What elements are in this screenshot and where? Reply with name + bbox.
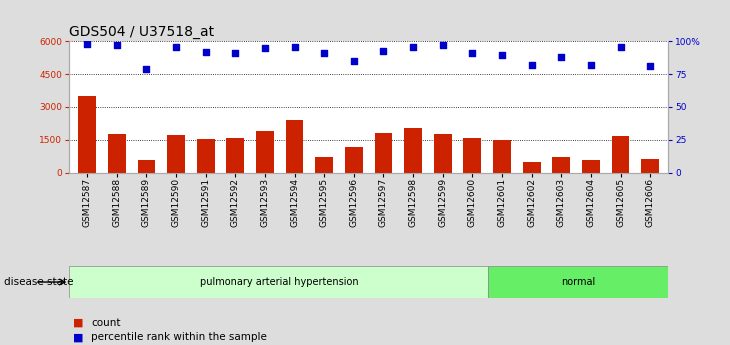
Point (318, 50, 330, 56)
Point (200, 49, 212, 55)
Point (377, 48, 389, 53)
Bar (226, 138, 245, 172)
Point (466, 50, 478, 56)
Point (615, 44, 626, 49)
Bar (493, 140, 511, 172)
Bar (404, 128, 422, 172)
Point (289, 44, 301, 49)
Bar (488, 266, 668, 298)
Point (526, 62, 537, 68)
Bar (641, 159, 659, 172)
Point (556, 55, 567, 60)
Bar (285, 120, 304, 172)
Bar (345, 147, 363, 172)
Text: normal: normal (561, 277, 595, 287)
Bar (137, 160, 155, 172)
Bar (553, 157, 570, 172)
Text: GDS504 / U37518_at: GDS504 / U37518_at (69, 25, 215, 39)
Bar (582, 160, 600, 172)
Bar (315, 157, 333, 172)
Text: disease state: disease state (4, 277, 73, 287)
Bar (374, 133, 392, 172)
Point (437, 42, 448, 48)
Text: ■: ■ (73, 318, 83, 327)
Point (141, 66, 153, 72)
Bar (108, 134, 126, 172)
Text: ■: ■ (73, 333, 83, 342)
Point (111, 42, 123, 48)
Point (81, 41, 93, 47)
Bar (612, 136, 629, 172)
Point (407, 44, 419, 49)
Point (585, 62, 596, 68)
Bar (434, 134, 452, 172)
Bar (523, 161, 540, 172)
Point (259, 45, 271, 51)
Text: pulmonary arterial hypertension: pulmonary arterial hypertension (199, 277, 358, 287)
Bar (69, 266, 488, 298)
Text: percentile rank within the sample: percentile rank within the sample (91, 333, 267, 342)
Bar (197, 139, 215, 172)
Bar (464, 138, 481, 172)
Text: count: count (91, 318, 120, 327)
Point (645, 63, 656, 69)
Point (229, 50, 241, 56)
Bar (78, 96, 96, 172)
Bar (256, 131, 274, 172)
Point (170, 44, 182, 49)
Bar (167, 135, 185, 172)
Point (496, 52, 508, 57)
Point (348, 58, 360, 64)
